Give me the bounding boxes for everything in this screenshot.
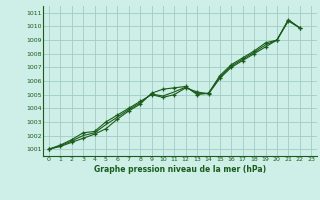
X-axis label: Graphe pression niveau de la mer (hPa): Graphe pression niveau de la mer (hPa) [94,165,266,174]
